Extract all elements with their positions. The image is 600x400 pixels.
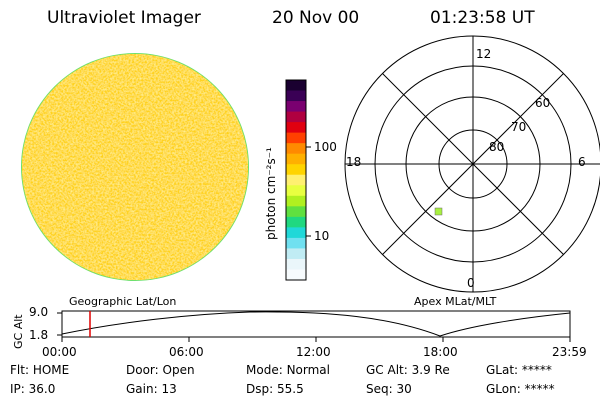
status-gain-label: Gain: [126,382,158,396]
colorbar-band [286,185,306,197]
status-mode-value: Normal [286,363,330,377]
colorbar-band [286,153,306,165]
status-door: Door: Open [126,363,195,377]
colorbar-band [286,174,306,186]
mlt-label-18: 18 [346,155,362,169]
timeline-frame [61,310,571,338]
colorbar-unit-label: photon cm⁻²s⁻¹ [264,147,278,240]
time-label: 01:23:58 UT [430,8,535,28]
status-flight: Flt: HOME [10,363,69,377]
colorbar-band [286,90,306,102]
status-flight-label: Flt: [10,363,29,377]
colorbar-band [286,122,306,134]
x-tick-label-4: 23:59 [552,345,587,359]
status-flight-value: HOME [32,363,70,377]
colorbar-band [286,111,306,123]
status-ip-label: IP: [10,382,25,396]
colorbar-band [286,237,306,250]
timeline-left-label: Geographic Lat/Lon [69,295,177,308]
status-dsp-label: Dsp: [246,382,274,396]
status-gc-alt: GC Alt: 3.9 Re [366,363,450,377]
status-glon-label: GLon: [486,382,521,396]
x-tick-label-1: 06:00 [169,345,204,359]
colorbar-band [286,132,306,144]
polar-diagonal-2 [382,73,564,255]
colorbar-band [286,206,306,218]
status-gain-value: 13 [161,382,177,396]
altitude-curve [61,311,571,337]
timeline-right-label: Apex MLat/MLT [414,295,497,308]
status-glat-value: ***** [521,363,552,377]
y-tick-label-top: 9.0 [29,305,49,319]
mlt-label-12: 12 [476,47,492,61]
status-seq: Seq: 30 [366,382,412,396]
satellite-position-marker [434,207,443,216]
lat-label-70: 70 [511,120,527,134]
date-label: 20 Nov 00 [272,8,360,28]
status-glon: GLon: ***** [486,382,555,396]
colorbar-label-10: 10 [314,229,330,243]
status-seq-label: Seq: [366,382,393,396]
status-gc-alt-label: GC Alt: [366,363,408,377]
status-door-value: Open [162,363,195,377]
polar-plot [344,35,600,293]
status-mode-label: Mode: [246,363,283,377]
mlt-label-0: 0 [467,276,475,290]
uv-earth-disk [21,53,249,281]
x-tick-label-3: 18:00 [423,345,458,359]
colorbar-band [286,269,306,281]
status-dsp: Dsp: 55.5 [246,382,304,396]
y-tick-label-bottom: 1.8 [29,328,49,342]
colorbar-band [286,258,306,271]
colorbar-label-100: 100 [314,140,337,154]
x-tick-label-0: 00:00 [42,345,77,359]
status-gc-alt-value: 3.9 Re [411,363,450,377]
colorbar-band [286,164,306,176]
status-ip: IP: 36.0 [10,382,55,396]
status-seq-value: 30 [396,382,412,396]
colorbar-band [286,80,306,92]
colorbar-band [286,101,306,113]
colorbar-band [286,248,306,260]
lat-label-80: 80 [489,140,505,154]
instrument-title: Ultraviolet Imager [47,8,201,28]
status-glon-value: ***** [524,382,555,396]
status-dsp-value: 55.5 [276,382,304,396]
timeline-y-axis-label: GC Alt [12,314,25,349]
status-ip-value: 36.0 [28,382,56,396]
colorbar-band [286,227,306,239]
colorbar-band [286,216,306,228]
colorbar-frame [285,79,307,281]
lat-label-60: 60 [535,96,551,110]
status-door-label: Door: [126,363,159,377]
status-glat-label: GLat: [486,363,519,377]
status-glat: GLat: ***** [486,363,552,377]
colorbar [285,79,311,281]
altitude-timeline [57,310,571,342]
status-gain: Gain: 13 [126,382,177,396]
x-tick-label-2: 12:00 [296,345,331,359]
mlt-label-6: 6 [578,155,586,169]
status-mode: Mode: Normal [246,363,330,377]
colorbar-band [286,143,306,155]
colorbar-band [286,195,306,207]
